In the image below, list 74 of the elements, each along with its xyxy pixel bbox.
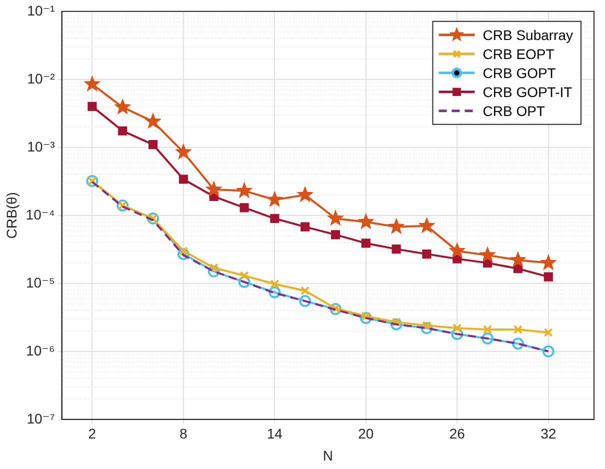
point xyxy=(236,182,253,198)
x-tick-label: 14 xyxy=(266,426,283,442)
point xyxy=(268,286,281,298)
legend-label: CRB OPT xyxy=(482,102,546,119)
y-tick-label: 10⁻⁵ xyxy=(26,274,55,290)
point xyxy=(544,328,553,337)
point xyxy=(270,214,280,224)
point xyxy=(544,272,553,282)
point xyxy=(512,338,524,350)
point xyxy=(483,324,492,334)
point xyxy=(174,143,192,160)
point xyxy=(84,75,101,92)
y-tick-label: 10⁻⁷ xyxy=(26,410,55,426)
point xyxy=(361,312,370,321)
legend-label: CRB EOPT xyxy=(482,46,555,62)
legend-label: CRB GOPT xyxy=(482,64,556,81)
y-tick-label: 10⁻² xyxy=(27,70,56,86)
point xyxy=(296,186,314,202)
point xyxy=(114,98,132,114)
point xyxy=(300,286,310,296)
x-tick-label: 8 xyxy=(180,426,188,442)
y-tick-label: 10⁻³ xyxy=(27,138,56,154)
point xyxy=(205,180,222,197)
point xyxy=(148,140,158,150)
point xyxy=(361,238,370,248)
point xyxy=(238,276,250,288)
point xyxy=(209,263,218,272)
point xyxy=(299,295,312,308)
point xyxy=(448,242,466,258)
point xyxy=(509,251,527,268)
point xyxy=(240,271,249,280)
point xyxy=(326,210,344,226)
y-tick-label: 10⁻⁶ xyxy=(26,342,55,358)
point xyxy=(482,332,494,344)
point xyxy=(451,328,464,340)
point xyxy=(420,322,433,334)
y-tick-label: 10⁻¹ xyxy=(27,2,56,18)
point xyxy=(422,250,432,259)
point xyxy=(330,230,340,240)
point xyxy=(177,248,190,260)
point xyxy=(390,318,402,330)
point xyxy=(144,112,162,129)
point xyxy=(266,190,284,208)
x-tick-label: 2 xyxy=(88,426,96,442)
point xyxy=(88,102,97,111)
point xyxy=(300,222,310,232)
point xyxy=(540,254,557,270)
point xyxy=(240,203,249,212)
x-tick-label: 26 xyxy=(449,426,466,442)
y-axis-title: CRB(θ) xyxy=(3,192,20,239)
point xyxy=(178,174,188,184)
point xyxy=(208,265,220,278)
point xyxy=(478,246,496,262)
point xyxy=(357,212,374,230)
point xyxy=(422,321,432,330)
point xyxy=(360,312,372,324)
point xyxy=(418,216,436,234)
legend-label: CRB Subarray xyxy=(482,26,574,43)
x-axis-title: N xyxy=(322,447,333,464)
point xyxy=(392,318,401,327)
point xyxy=(452,324,462,333)
legend-label: CRB GOPT-IT xyxy=(482,84,573,100)
point xyxy=(513,324,523,334)
point xyxy=(118,126,128,136)
point xyxy=(392,244,401,254)
x-tick-label: 32 xyxy=(540,426,556,442)
x-tick-label: 20 xyxy=(358,426,374,442)
point xyxy=(330,304,340,313)
point xyxy=(542,345,554,358)
y-tick-label: 10⁻⁴ xyxy=(26,206,55,222)
point xyxy=(178,246,188,256)
point xyxy=(270,279,280,289)
point xyxy=(388,218,405,234)
point xyxy=(329,303,342,316)
